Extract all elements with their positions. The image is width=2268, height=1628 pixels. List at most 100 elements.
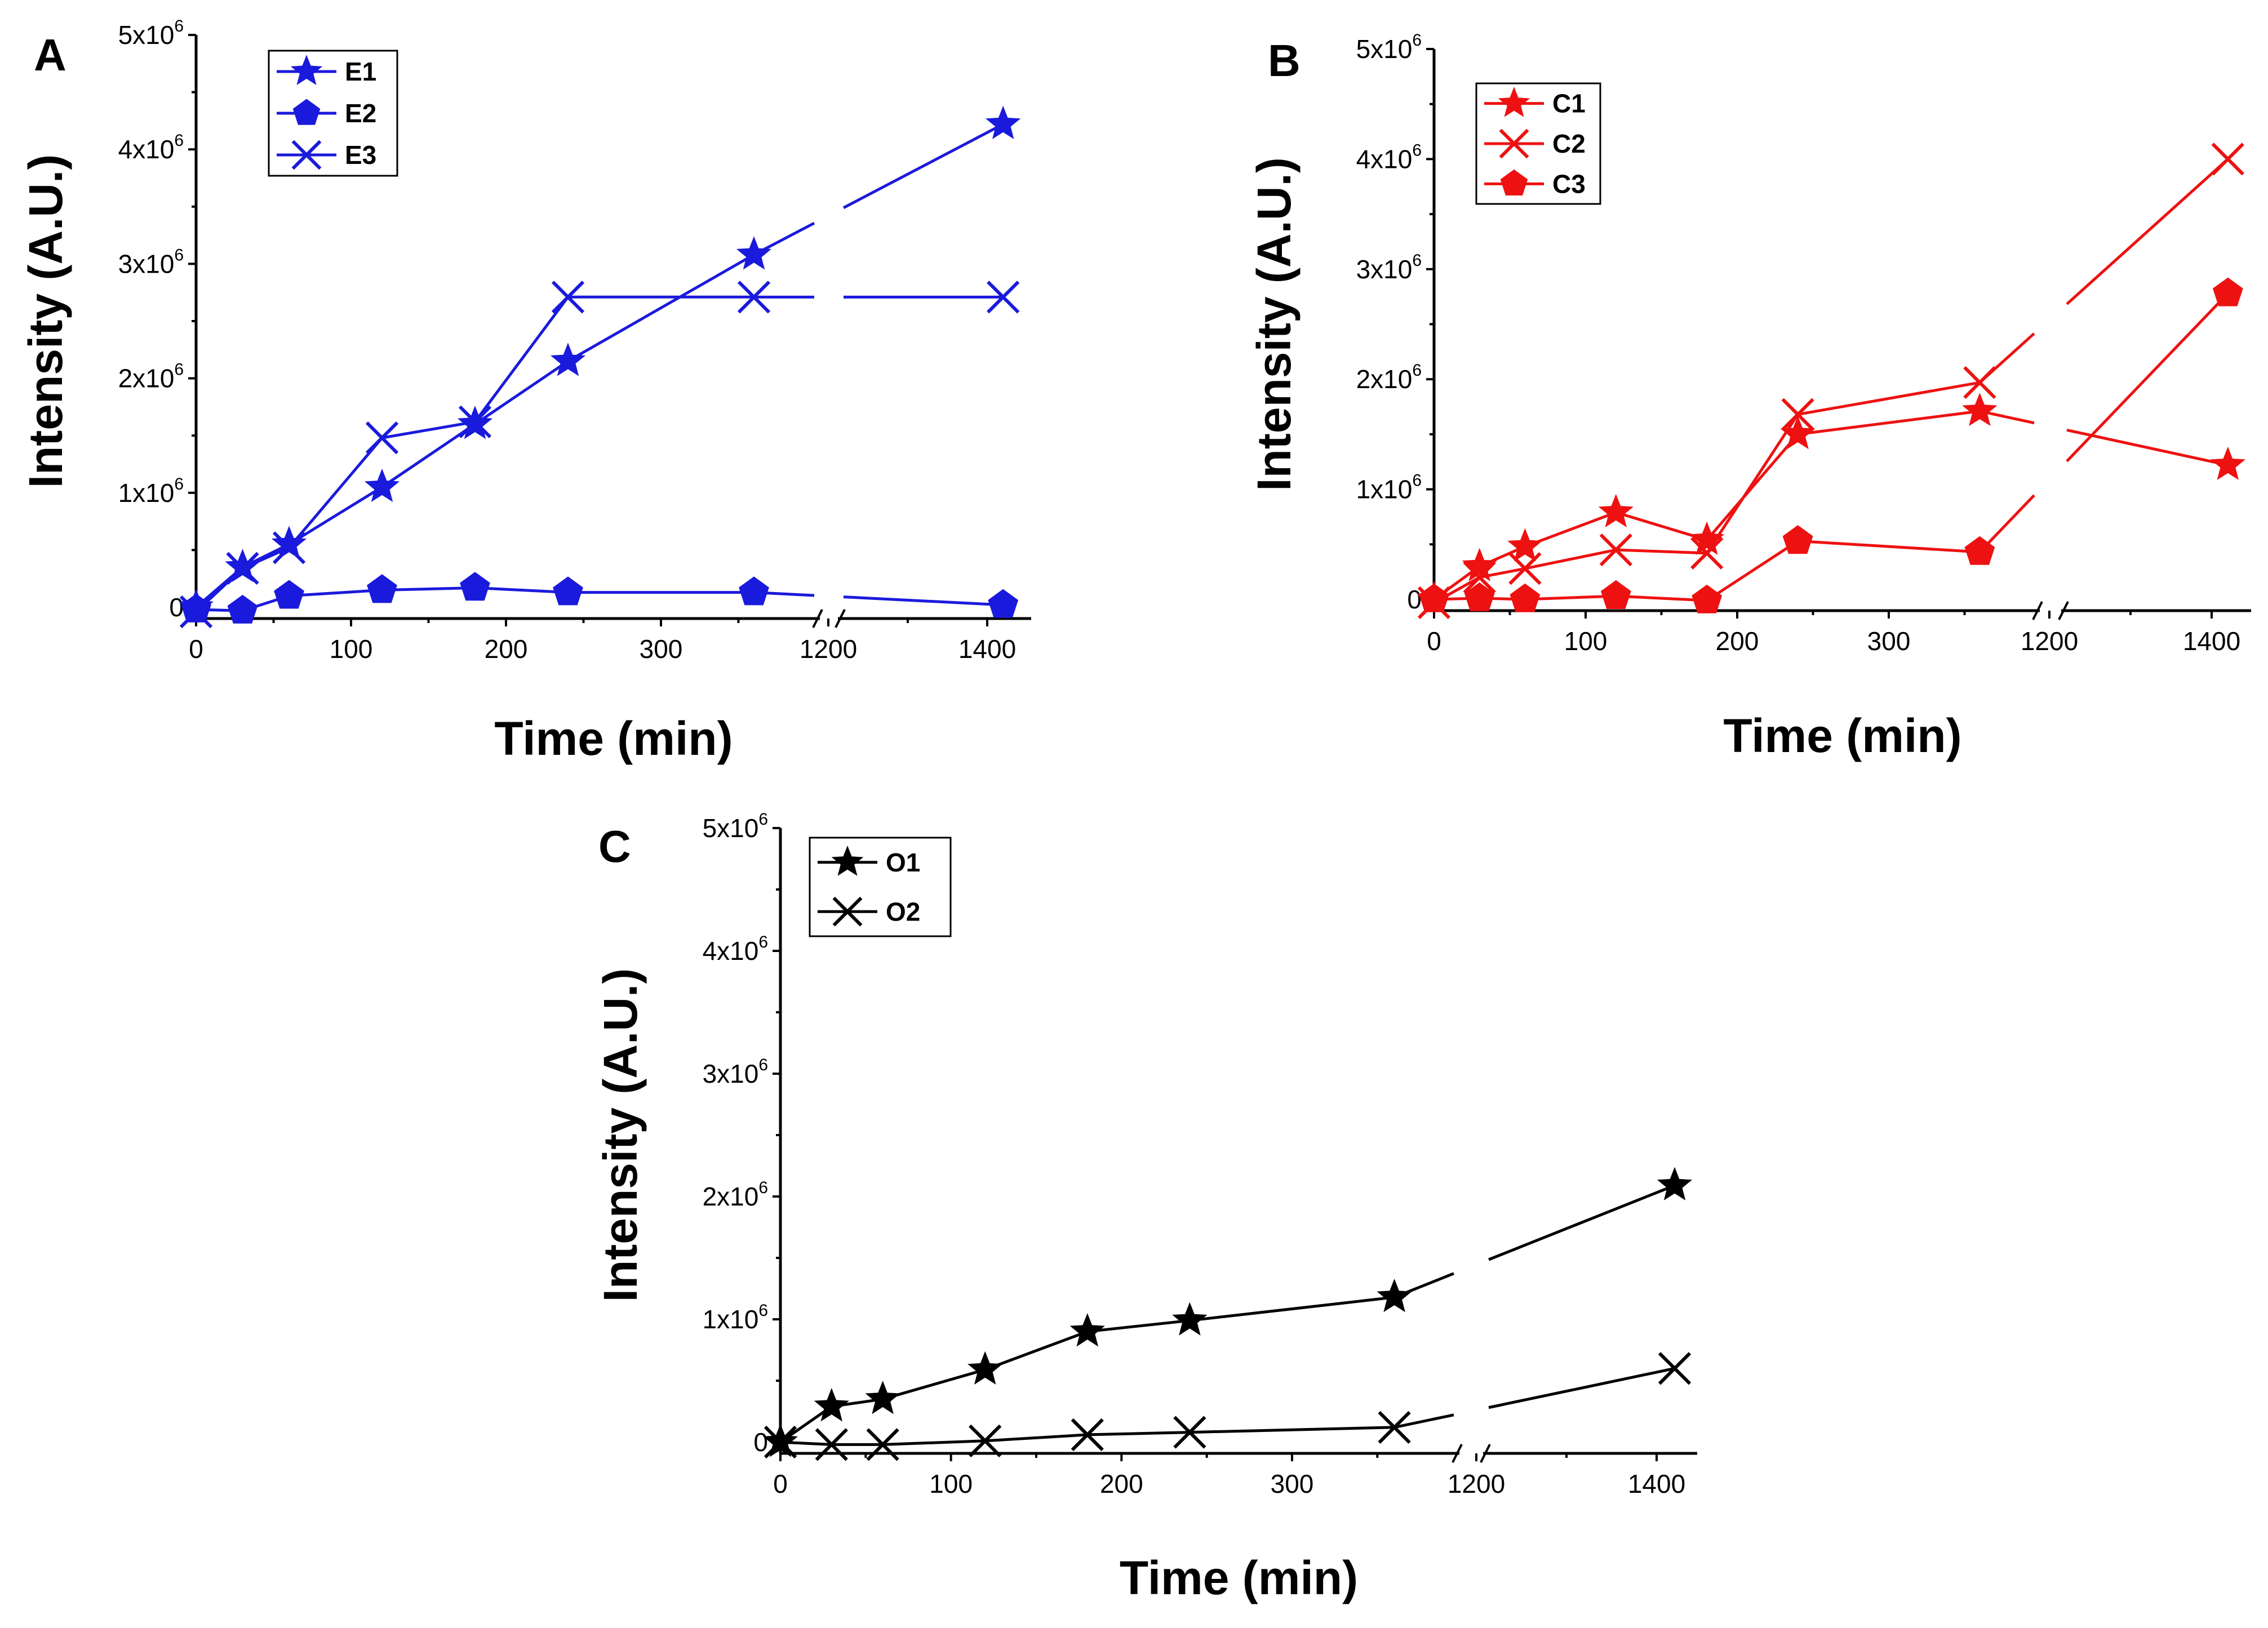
x-tick-label: 0 bbox=[773, 1469, 788, 1498]
legend-marker-o1 bbox=[831, 846, 864, 876]
data-point-c2 bbox=[1463, 561, 1496, 594]
x-tick-label: 300 bbox=[1867, 626, 1911, 656]
legend-marker-c2 bbox=[1499, 128, 1529, 159]
x-tick-label: 1400 bbox=[1628, 1469, 1685, 1498]
y-tick-label: 1x106 bbox=[703, 1301, 768, 1334]
data-point-c2 bbox=[1508, 552, 1542, 585]
legend-label-o1: O1 bbox=[886, 848, 920, 877]
data-point-e1 bbox=[736, 236, 772, 270]
data-point-e3 bbox=[458, 405, 492, 438]
y-tick-label: 3x106 bbox=[118, 246, 184, 278]
x-tick-label: 300 bbox=[640, 634, 683, 664]
data-point-e2 bbox=[227, 594, 258, 624]
series-line-e3 bbox=[195, 295, 754, 613]
x-tick-label: 200 bbox=[485, 634, 528, 664]
data-point-e1 bbox=[364, 468, 400, 502]
data-point-o2 bbox=[1378, 1411, 1411, 1444]
legend-marker-e1 bbox=[290, 55, 323, 86]
data-point-c1 bbox=[1462, 548, 1497, 581]
y-tick-label: 1x106 bbox=[1356, 472, 1422, 504]
y-tick-label: 5x106 bbox=[703, 810, 768, 843]
data-point-c3 bbox=[1600, 580, 1631, 609]
data-point-o1 bbox=[967, 1351, 1003, 1385]
x-tick-label: 100 bbox=[929, 1469, 973, 1498]
data-point-o1 bbox=[1657, 1167, 1693, 1200]
legend-marker-c3 bbox=[1500, 169, 1528, 195]
x-tick-label: 1400 bbox=[958, 634, 1016, 664]
y-tick-label: 2x106 bbox=[703, 1178, 768, 1211]
y-tick-label: 3x106 bbox=[703, 1056, 768, 1088]
data-point-e3 bbox=[272, 531, 306, 564]
data-point-c2 bbox=[2211, 143, 2244, 176]
data-point-c1 bbox=[2210, 446, 2245, 481]
data-point-c3 bbox=[1464, 582, 1495, 611]
chart-panel-c: C 0 1x106 2x106 3x106 4x106 5x106 0 100 200 300 120… bbox=[594, 810, 1697, 1604]
series-line-o1-break bbox=[1393, 1184, 1675, 1299]
series-c2 bbox=[1417, 143, 2244, 619]
legend-marker-o2 bbox=[832, 896, 863, 927]
y-tick-label: 5x106 bbox=[118, 17, 184, 50]
series-e2 bbox=[181, 572, 1019, 624]
data-point-c1 bbox=[1507, 528, 1543, 562]
series-o2 bbox=[764, 1352, 1692, 1461]
data-point-c1 bbox=[1598, 493, 1634, 528]
data-point-e2 bbox=[274, 580, 304, 609]
data-point-c3 bbox=[1692, 584, 1723, 613]
x-tick-label: 200 bbox=[1100, 1469, 1143, 1498]
x-axis-title: Time (min) bbox=[1723, 709, 1961, 762]
data-point-e2 bbox=[460, 572, 490, 601]
data-point-o2 bbox=[1658, 1352, 1692, 1385]
axis-break-mark bbox=[812, 609, 846, 628]
x-tick-label: 0 bbox=[189, 634, 203, 664]
data-point-e1 bbox=[550, 342, 586, 376]
legend: O1 O2 bbox=[809, 837, 952, 937]
panel-label-b: B bbox=[1268, 35, 1301, 86]
data-point-o2 bbox=[969, 1424, 1002, 1457]
x-tick-label: 100 bbox=[330, 634, 373, 664]
data-point-c3 bbox=[1782, 525, 1813, 554]
x-tick-label: 1400 bbox=[2183, 626, 2240, 656]
data-point-e2 bbox=[181, 593, 211, 622]
series-e3 bbox=[179, 281, 1020, 629]
data-point-e3 bbox=[737, 281, 771, 314]
legend-label-c3: C3 bbox=[1552, 169, 1586, 198]
data-point-c2 bbox=[1599, 533, 1632, 567]
series-line-e2-break bbox=[753, 591, 1004, 607]
data-point-e1 bbox=[271, 526, 307, 559]
data-point-c3 bbox=[2212, 277, 2243, 306]
y-tick-label: 4x106 bbox=[1356, 141, 1422, 174]
series-line-c1-break bbox=[1979, 410, 2229, 467]
data-point-o2 bbox=[1071, 1418, 1104, 1452]
data-point-o2 bbox=[764, 1425, 797, 1459]
legend-marker-e2 bbox=[292, 99, 321, 125]
y-tick-label: 2x106 bbox=[118, 361, 184, 393]
data-point-e3 bbox=[987, 281, 1020, 314]
data-point-c2 bbox=[1781, 398, 1814, 431]
data-point-e3 bbox=[551, 281, 585, 314]
legend-label-c2: C2 bbox=[1552, 129, 1586, 158]
panel-label-a: A bbox=[34, 30, 66, 80]
data-point-e2 bbox=[553, 576, 583, 606]
x-tick-label: 100 bbox=[1564, 626, 1608, 656]
data-point-o1 bbox=[1069, 1313, 1105, 1347]
axis-break-mark bbox=[2032, 601, 2069, 620]
y-axis-title: Intensity (A.U.) bbox=[594, 968, 647, 1302]
y-tick-label: 0 bbox=[753, 1427, 768, 1457]
legend-marker-e3 bbox=[291, 140, 322, 170]
x-tick-label: 1200 bbox=[800, 634, 857, 664]
x-tick-label: 1200 bbox=[1448, 1469, 1505, 1498]
data-point-c1 bbox=[1962, 393, 1998, 426]
data-point-e2 bbox=[367, 574, 397, 603]
x-tick-label: 200 bbox=[1716, 626, 1759, 656]
data-point-e3 bbox=[226, 551, 259, 585]
data-point-c2 bbox=[1963, 366, 1996, 399]
x-tick-label: 1200 bbox=[2021, 626, 2078, 656]
data-point-o2 bbox=[866, 1428, 899, 1461]
legend-label-e1: E1 bbox=[345, 57, 376, 86]
series-o1 bbox=[762, 1167, 1693, 1457]
x-axis-title: Time (min) bbox=[1120, 1551, 1358, 1604]
y-axis-title: Intensity (A.U.) bbox=[1248, 157, 1301, 491]
series-e1 bbox=[178, 105, 1021, 622]
